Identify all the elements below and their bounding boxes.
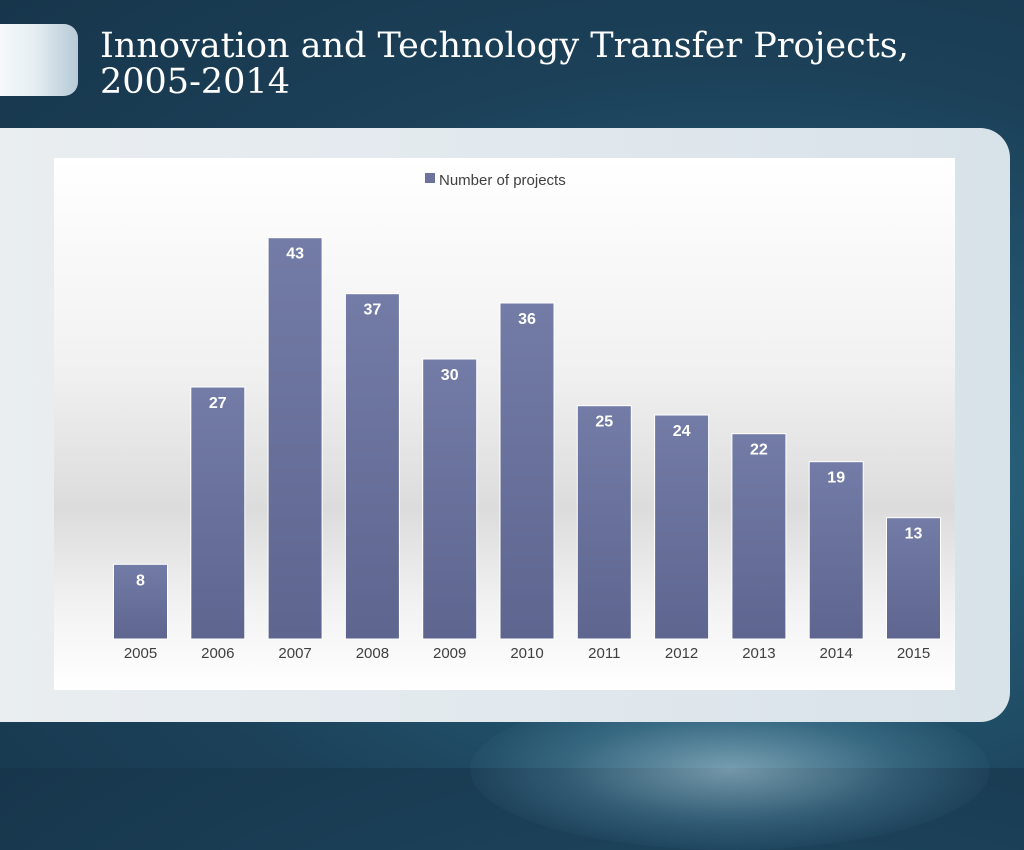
x-tick-2015: 2015: [897, 645, 930, 662]
data-labels-group: 8 27 43 37 30 36 25 24 22 19 13: [136, 246, 922, 590]
data-label-2005: 8: [136, 572, 145, 589]
bar-2009: [422, 358, 478, 640]
bar-2005: [113, 563, 168, 640]
bar-2010: [499, 302, 555, 640]
data-label-2008: 37: [364, 302, 382, 319]
x-tick-2009: 2009: [433, 645, 466, 662]
x-tick-2008: 2008: [356, 645, 389, 662]
bar-2006: [190, 386, 246, 640]
x-tick-2010: 2010: [510, 645, 543, 662]
legend-label: Number of projects: [439, 172, 566, 189]
chart-area: Number of projects 8 27 43 37 30 36 25 24 22 19 13…: [54, 158, 955, 690]
data-label-2013: 22: [750, 442, 768, 459]
data-label-2012: 24: [673, 423, 691, 440]
bars-group: [113, 237, 941, 640]
data-label-2010: 36: [518, 311, 536, 328]
bar-2008: [344, 293, 400, 640]
data-label-2007: 43: [286, 246, 304, 263]
x-axis-ticks: 2005 2006 2007 2008 2009 2010 2011 2012 2013 2014…: [124, 645, 930, 662]
data-label-2009: 30: [441, 367, 459, 384]
slide-title: Innovation and Technology Transfer Proje…: [100, 26, 909, 102]
bar-2014: [808, 461, 864, 640]
chart-legend: Number of projects: [425, 172, 566, 189]
data-label-2006: 27: [209, 395, 227, 412]
slide-corner-tab: [0, 24, 78, 96]
bar-2015: [886, 517, 941, 640]
x-tick-2007: 2007: [278, 645, 311, 662]
bar-chart: Number of projects 8 27 43 37 30 36 25 24 22 19 13…: [113, 172, 941, 662]
x-tick-2012: 2012: [665, 645, 698, 662]
bar-2012: [654, 414, 710, 640]
bar-2007: [267, 237, 323, 640]
bar-2013: [731, 433, 787, 640]
x-tick-2011: 2011: [588, 645, 620, 662]
x-tick-2006: 2006: [201, 645, 234, 662]
data-label-2014: 19: [827, 470, 845, 487]
legend-swatch: [425, 173, 435, 183]
data-label-2015: 13: [905, 526, 923, 543]
x-tick-2014: 2014: [820, 645, 853, 662]
x-tick-2013: 2013: [742, 645, 775, 662]
x-tick-2005: 2005: [124, 645, 157, 662]
bar-2011: [576, 405, 632, 640]
data-label-2011: 25: [595, 414, 613, 431]
